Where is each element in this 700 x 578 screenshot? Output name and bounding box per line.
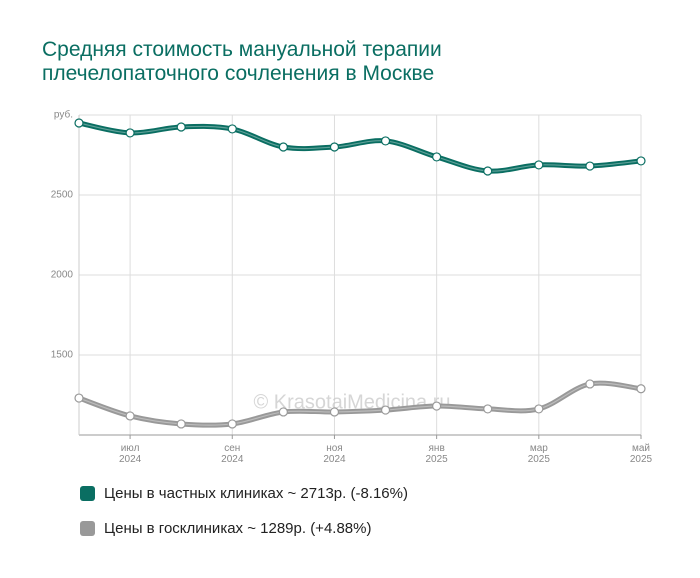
point: [125, 411, 135, 421]
point: [278, 142, 288, 152]
y-tick-label: 1500: [51, 350, 74, 361]
legend-item: Цены в частных клиниках ~ 2713р. (-8.16%…: [80, 485, 408, 502]
x-tick-label: янв 2025: [425, 443, 448, 465]
x-tick-label: ноя 2024: [323, 443, 346, 465]
y-tick-label: 2500: [51, 190, 74, 201]
point: [483, 166, 493, 176]
point: [227, 419, 237, 429]
point: [380, 136, 391, 146]
point: [74, 118, 84, 128]
point: [483, 404, 493, 414]
x-tick-label: сен 2024: [221, 443, 244, 465]
series-line: [78, 120, 642, 174]
y-tick-label: 2000: [51, 270, 74, 281]
point: [329, 142, 340, 152]
legend-item: Цены в госклиниках ~ 1289р. (+4.88%): [80, 520, 371, 537]
point: [585, 161, 595, 171]
x-tick-label: мар 2025: [527, 443, 550, 465]
point: [278, 407, 288, 417]
point: [636, 384, 646, 394]
point: [380, 405, 391, 415]
point: [227, 124, 237, 134]
point: [432, 401, 442, 411]
point: [74, 393, 84, 403]
y-tick-label: руб.: [54, 109, 73, 121]
legend-label: Цены в госклиниках ~ 1289р. (+4.88%): [104, 520, 372, 537]
point: [125, 128, 135, 138]
point: [329, 407, 340, 417]
chart-title: Средняя стоимость мануальной терапии пле…: [42, 38, 442, 85]
point: [534, 404, 544, 414]
point: [585, 379, 595, 389]
legend-swatch: [80, 521, 95, 536]
point: [176, 122, 186, 132]
point: [636, 156, 646, 166]
x-tick-label: май 2025: [629, 443, 653, 465]
point: [176, 419, 186, 429]
legend-swatch: [80, 486, 95, 501]
point: [432, 152, 442, 162]
legend-label: Цены в частных клиниках ~ 2713р. (-8.16%…: [104, 485, 408, 502]
x-tick-label: июл 2024: [118, 443, 142, 465]
point: [534, 160, 544, 170]
